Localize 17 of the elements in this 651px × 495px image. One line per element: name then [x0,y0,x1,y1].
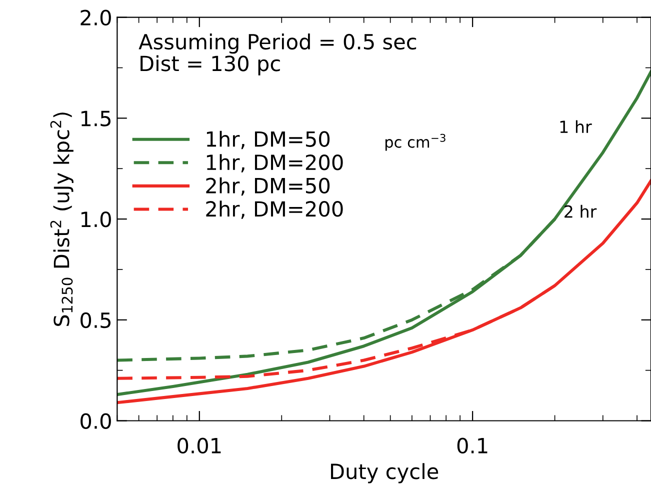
legend-label: 1hr, DM=200 [206,154,343,172]
y-tick-label: 2.0 [80,10,111,26]
y-tick-label: 0.0 [80,413,111,429]
x-axis-title: Duty cycle [331,463,438,484]
legend-label: 2hr, DM=200 [206,200,343,219]
annotation: pc cm$^{−3}$ [385,134,446,151]
y-axis-title: S$_{1250}$ Dist$^{2}$ (uJy kpc$^{2}$) [50,112,74,326]
legend-label: 2hr, DM=50 [206,177,330,196]
annotation: 1 hr [560,120,592,133]
y-tick-label: 1.5 [81,110,110,126]
y-tick-label: 0.5 [80,312,110,328]
legend-label: 1hr, DM=50 [206,130,330,150]
annotation: 2 hr [564,204,597,218]
y-tick-label: 1.0 [81,211,111,228]
x-tick-label: 0.01 [178,438,221,454]
annotation: Assuming Period = 0.5 sec Dist = 130 pc [138,33,416,76]
x-tick-label: 0.1 [457,438,488,454]
